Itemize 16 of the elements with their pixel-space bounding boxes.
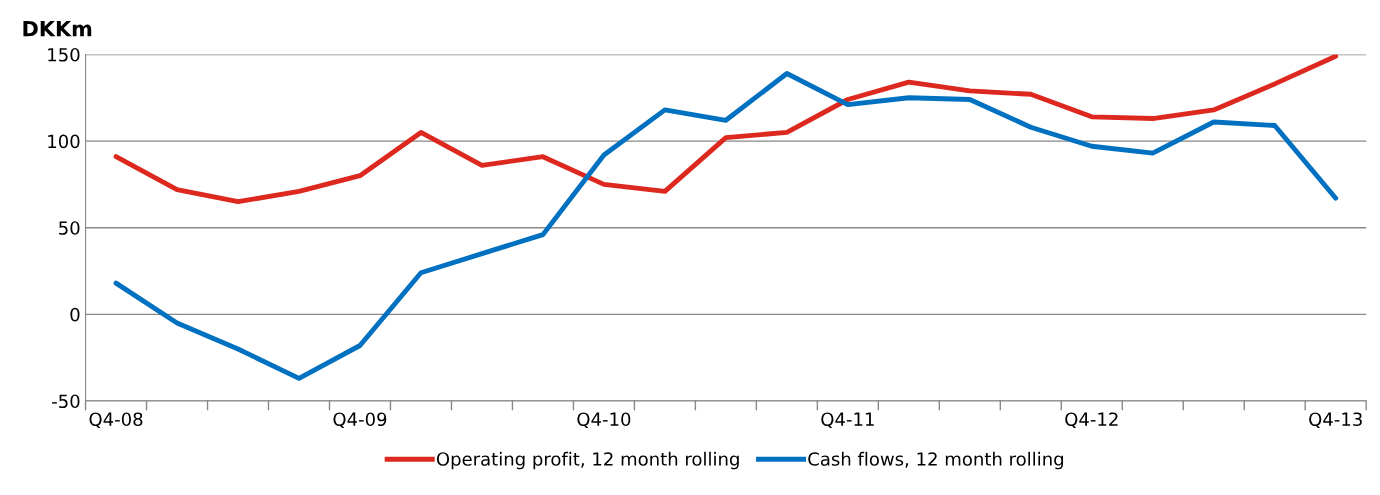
x-tick-label: Q4-10 xyxy=(577,412,631,429)
y-tick-label: 150 xyxy=(48,47,80,62)
line-series xyxy=(113,71,1339,381)
x-tick-label: Q4-11 xyxy=(821,412,874,429)
legend-label: Operating profit, 12 month rolling xyxy=(436,451,739,470)
y-tick-label: -50 xyxy=(52,394,80,409)
y-tick-label: 0 xyxy=(70,307,80,322)
y-tick-label: 50 xyxy=(59,221,80,235)
x-tick-label: Q4-13 xyxy=(1309,412,1362,429)
y-axis-title: DKKm xyxy=(23,21,92,37)
line-series xyxy=(113,54,1339,205)
x-tick-label: Q4-09 xyxy=(333,412,387,429)
y-tick-label: 100 xyxy=(48,134,80,149)
legend-label: Cash flows, 12 month rolling xyxy=(808,451,1063,470)
x-tick-label: Q4-12 xyxy=(1065,412,1118,429)
x-tick-label: Q4-08 xyxy=(89,412,143,429)
